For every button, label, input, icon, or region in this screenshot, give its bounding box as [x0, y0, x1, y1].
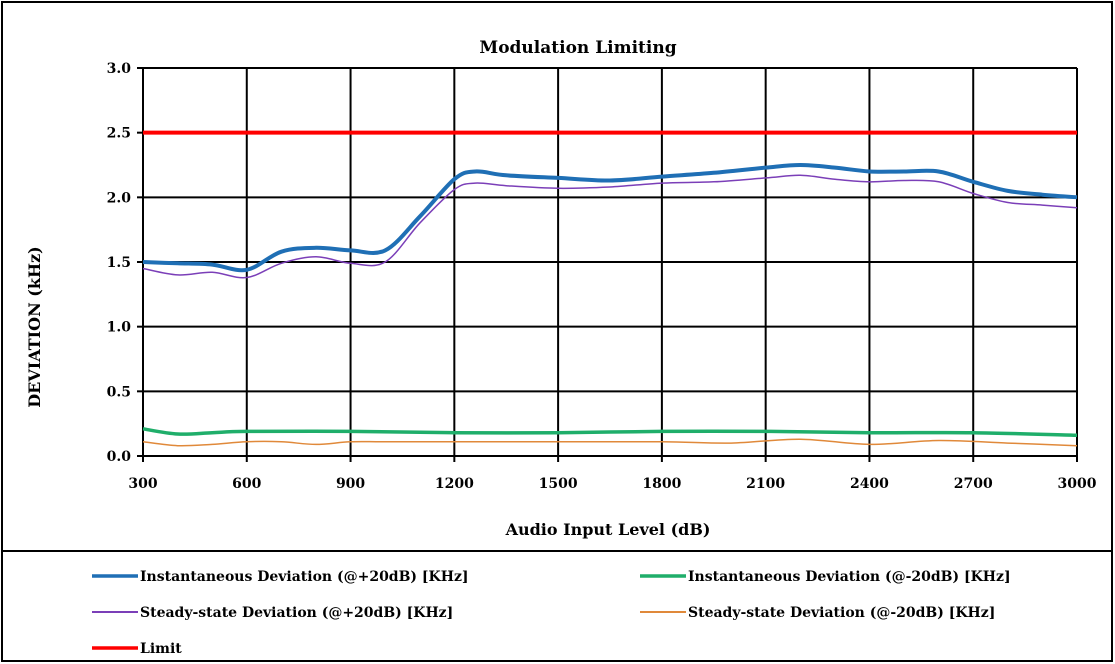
series-lines: [142, 130, 1078, 447]
x-tick-label: 900: [336, 476, 365, 492]
y-tick-label: 2.5: [107, 126, 131, 142]
y-tick-label: 1.0: [107, 320, 132, 336]
x-tick-labels: 300 600 900 1200 1500 1800 2100 2400 2700 3000: [128, 476, 1096, 492]
legend: Instantaneous Deviation (@+20dB) [KHz] In…: [92, 569, 1011, 657]
x-tick-label: 2100: [746, 476, 785, 492]
chart-title: Modulation Limiting: [479, 38, 676, 58]
x-tick-label: 2400: [850, 476, 889, 492]
x-tick-label: 1800: [642, 476, 681, 492]
legend-label: Steady-state Deviation (@+20dB) [KHz]: [140, 605, 453, 621]
x-tick-label: 2700: [954, 476, 993, 492]
x-tick-label: 3000: [1058, 476, 1097, 492]
x-axis-label: Audio Input Level (dB): [505, 520, 711, 539]
x-tick-label: 300: [128, 476, 157, 492]
legend-label: Instantaneous Deviation (@-20dB) [KHz]: [688, 569, 1011, 585]
series-steady-minus20-line: [142, 438, 1078, 447]
y-tick-label: 2.0: [107, 190, 132, 206]
series-steady-plus20-line: [142, 174, 1078, 279]
x-tick-label: 1500: [539, 476, 578, 492]
legend-label: Instantaneous Deviation (@+20dB) [KHz]: [140, 569, 469, 585]
y-tick-label: 0.0: [107, 449, 132, 465]
series-inst-plus20-line: [142, 163, 1078, 273]
x-tick-label: 1200: [435, 476, 474, 492]
y-tick-label: 0.5: [107, 384, 131, 400]
y-tick-label: 3.0: [107, 61, 132, 77]
y-axis-label: DEVIATION (kHz): [25, 246, 44, 407]
legend-label: Limit: [140, 641, 182, 657]
legend-label: Steady-state Deviation (@-20dB) [KHz]: [688, 605, 995, 621]
x-tick-label: 600: [232, 476, 261, 492]
series-inst-minus20-line: [142, 427, 1078, 438]
y-tick-labels: 0.0 0.5 1.0 1.5 2.0 2.5 3.0: [107, 61, 132, 465]
y-tick-label: 1.5: [107, 255, 131, 271]
